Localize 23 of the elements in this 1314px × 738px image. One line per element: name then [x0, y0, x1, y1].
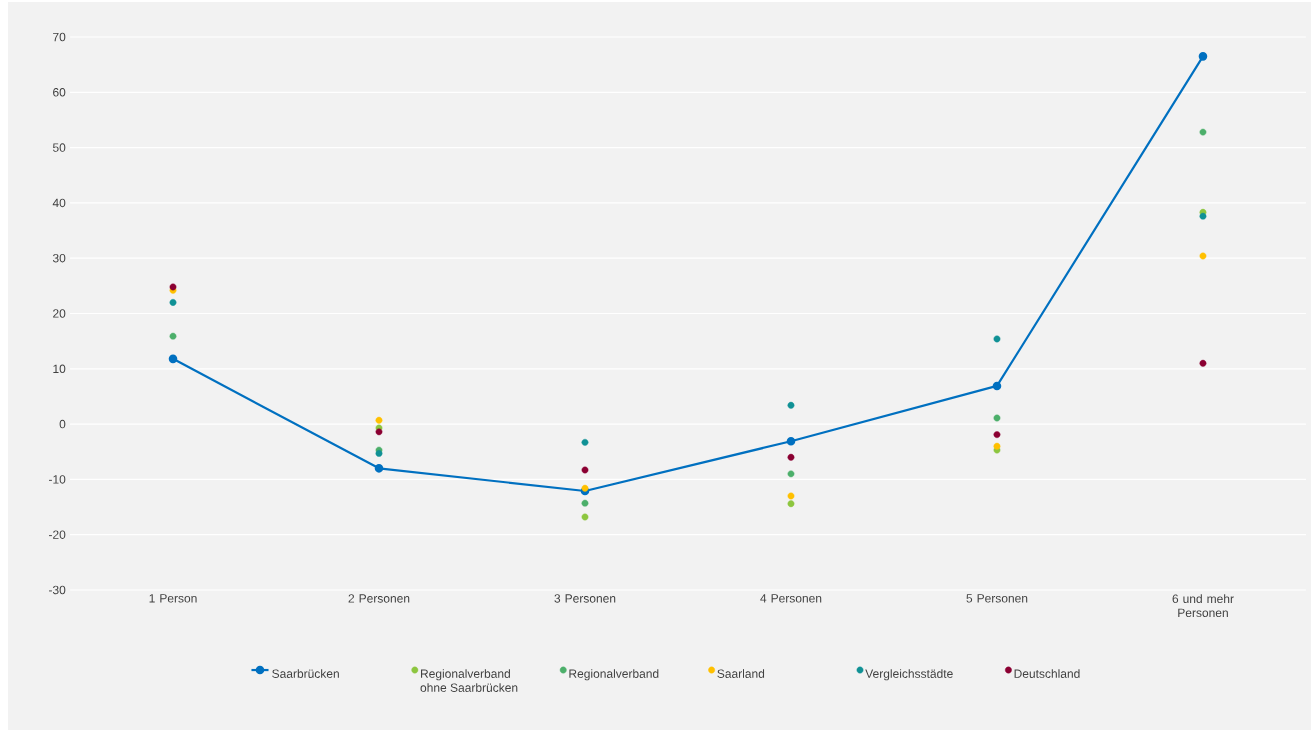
- x-tick-label: 3 Personen: [554, 594, 616, 603]
- x-tick-label: 2 Personen: [348, 594, 410, 603]
- y-tick-label: 0: [59, 419, 66, 429]
- x-tick-label: 5 Personen: [966, 594, 1028, 603]
- x-tick-label: 1 Person: [149, 594, 197, 603]
- legend-label: Regionalverband: [569, 669, 659, 681]
- y-tick-label: -10: [49, 475, 66, 484]
- legend-label: Saarland: [717, 669, 765, 678]
- x-tick-label: 4 Personen: [760, 594, 822, 603]
- legend-label: Regionalverband ohne Saarbrücken: [420, 669, 518, 692]
- y-tick-label: -20: [49, 530, 66, 539]
- x-tick-label: 6 und mehr Personen: [1172, 594, 1234, 617]
- legend-label: Deutschland: [1014, 669, 1080, 678]
- y-tick-label: 50: [52, 143, 66, 152]
- y-tick-label: 40: [52, 198, 66, 208]
- y-tick-label: 60: [53, 88, 66, 97]
- y-tick-label: 20: [53, 309, 66, 318]
- legend-label: Vergleichsstädte: [865, 669, 953, 681]
- legend-label: Saarbrücken: [272, 669, 339, 678]
- y-tick-label: 10: [53, 364, 66, 374]
- y-tick-label: -30: [49, 585, 66, 595]
- y-tick-label: 30: [52, 253, 66, 263]
- y-tick-label: 70: [53, 32, 66, 42]
